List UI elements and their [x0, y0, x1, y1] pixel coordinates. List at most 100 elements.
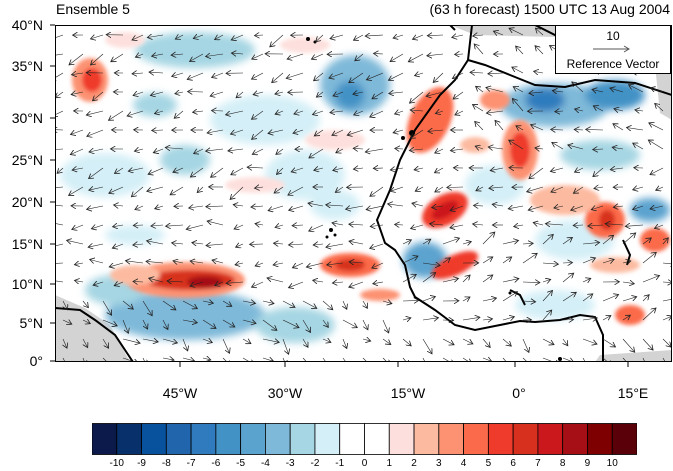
wind-vector	[332, 129, 344, 135]
wind-vector	[55, 110, 64, 116]
wind-vector	[533, 223, 544, 225]
colorbar-tick-label: -2	[310, 458, 320, 469]
wind-vector	[502, 357, 511, 362]
wind-vector	[442, 278, 459, 282]
wind-vector	[568, 145, 584, 150]
wind-vector	[422, 357, 426, 362]
wind-vector	[422, 297, 435, 302]
wind-vector	[495, 120, 504, 131]
wind-vector	[612, 147, 624, 149]
wind-vector	[473, 105, 484, 112]
wind-vector	[314, 72, 324, 81]
colorbar-tick-label: -5	[236, 458, 246, 469]
wind-vector	[69, 186, 84, 196]
colorbar-swatch	[141, 423, 167, 455]
wind-vector	[435, 168, 444, 173]
wind-vector	[226, 282, 244, 283]
wind-vector	[171, 54, 184, 55]
wind-vector	[102, 319, 117, 326]
wind-vector	[55, 72, 64, 80]
wind-vector	[207, 130, 224, 133]
wind-vector	[316, 92, 324, 97]
wind-vector	[551, 129, 564, 130]
wind-vector	[393, 35, 404, 38]
wind-vector	[302, 338, 308, 347]
wind-vector	[476, 86, 484, 93]
wind-vector	[388, 204, 404, 206]
wind-vector	[336, 149, 344, 153]
wind-vector	[372, 91, 384, 99]
wind-vector	[430, 224, 444, 225]
map-plot	[55, 25, 672, 362]
wind-vector	[622, 233, 636, 245]
wind-vector	[366, 206, 384, 210]
wind-vector	[355, 53, 364, 61]
wind-vector	[642, 276, 660, 283]
wind-vector	[422, 338, 432, 354]
wind-vector	[222, 319, 235, 327]
wind-vector	[133, 281, 144, 282]
wind-vector	[126, 261, 144, 263]
wind-vector	[83, 338, 88, 348]
wind-vector	[133, 92, 144, 96]
wind-vector	[122, 357, 138, 362]
wind-vector	[149, 278, 164, 282]
lon-label: 45°W	[162, 385, 198, 401]
wind-vector	[655, 225, 664, 228]
wind-vector	[149, 72, 164, 73]
wind-vector	[289, 205, 304, 210]
wind-vector	[602, 295, 619, 302]
wind-vector	[433, 72, 444, 82]
wind-vector	[552, 142, 564, 150]
wind-vector	[63, 338, 67, 348]
wind-vector	[347, 129, 364, 135]
wind-vector	[414, 168, 424, 170]
wind-vector	[402, 256, 418, 264]
wind-vector	[255, 224, 264, 225]
wind-vector	[252, 72, 264, 79]
wind-vector	[427, 35, 444, 36]
wind-vector	[482, 319, 493, 320]
wind-vector	[142, 300, 152, 316]
wind-vector	[586, 129, 604, 130]
lon-label: 0°	[512, 385, 526, 401]
wind-vector	[308, 203, 324, 206]
colorbar-swatch	[512, 423, 539, 455]
wind-vector	[143, 319, 148, 329]
lat-label: 5°N	[19, 315, 44, 331]
wind-vector	[276, 148, 284, 154]
wind-vectors	[55, 28, 672, 362]
wind-vector	[428, 130, 444, 131]
colorbar-tick-label: -8	[161, 458, 171, 469]
map-panel	[55, 25, 672, 362]
wind-vector	[122, 338, 140, 343]
wind-vector	[488, 73, 504, 74]
wind-vector	[202, 358, 211, 360]
wind-vector	[470, 72, 484, 73]
wind-vector	[353, 168, 364, 169]
wind-vector	[251, 206, 264, 207]
wind-vector	[162, 300, 176, 310]
wind-vector	[562, 263, 573, 264]
wind-vector	[206, 206, 224, 207]
wind-vector	[482, 358, 492, 361]
wind-vector	[212, 260, 224, 263]
wind-vector	[426, 91, 444, 96]
wind-vector	[535, 148, 544, 149]
map-title-left: Ensemble 5	[56, 1, 130, 17]
wind-vector	[231, 130, 244, 134]
wind-vector	[642, 295, 649, 302]
wind-vector	[390, 53, 404, 62]
wind-vector	[462, 317, 480, 320]
colorbar-swatch	[265, 423, 291, 455]
lat-label: 30°N	[11, 110, 43, 126]
wind-vector	[166, 225, 184, 226]
colorbar-tick-label: 0	[361, 458, 368, 469]
wind-vector	[422, 239, 431, 244]
wind-vector	[109, 186, 124, 193]
wind-vector	[492, 204, 504, 206]
wind-vector	[395, 224, 404, 225]
wind-vector	[656, 187, 664, 190]
wind-vector	[215, 35, 224, 40]
wind-vector	[342, 319, 357, 328]
